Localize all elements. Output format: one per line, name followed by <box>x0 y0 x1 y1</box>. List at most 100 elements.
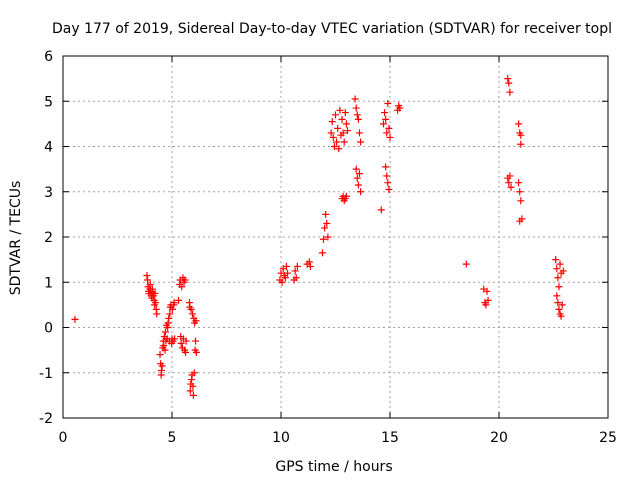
data-point-marker <box>516 217 524 225</box>
data-point-marker <box>339 129 347 137</box>
data-point-marker <box>158 362 166 370</box>
data-point-marker <box>181 276 189 284</box>
data-point-marker <box>323 219 331 227</box>
data-point-marker <box>351 95 359 103</box>
data-point-marker <box>556 260 564 268</box>
data-point-marker <box>385 124 393 132</box>
data-point-marker <box>506 172 514 180</box>
data-point-marker <box>555 305 563 313</box>
data-point-marker <box>386 133 394 141</box>
data-point-marker <box>484 296 492 304</box>
data-point-marker <box>507 183 515 191</box>
data-point-marker <box>333 138 341 146</box>
data-point-marker <box>281 274 289 282</box>
data-point-marker <box>483 287 491 295</box>
data-point-marker <box>342 120 350 128</box>
y-tick-label: 3 <box>44 185 53 201</box>
data-point-marker <box>158 366 166 374</box>
data-point-marker <box>144 276 152 284</box>
data-point-marker <box>171 335 179 343</box>
data-point-marker <box>554 274 562 282</box>
chart-title: Day 177 of 2019, Sidereal Day-to-day VTE… <box>52 21 612 37</box>
data-point-marker <box>292 274 300 282</box>
data-point-marker <box>322 210 330 218</box>
data-point-marker <box>330 143 338 150</box>
data-point-marker <box>352 165 360 173</box>
data-point-marker <box>188 310 196 318</box>
data-point-marker <box>384 100 392 108</box>
data-point-marker <box>284 269 292 277</box>
x-tick-label: 10 <box>272 430 290 446</box>
data-point-marker <box>143 271 151 279</box>
data-point-marker <box>553 292 561 300</box>
data-point-marker <box>165 314 173 322</box>
data-point-marker <box>146 281 154 289</box>
data-point-marker <box>385 185 393 193</box>
data-point-marker <box>515 179 523 187</box>
data-point-marker <box>177 339 185 347</box>
data-point-marker <box>178 283 186 291</box>
data-point-marker <box>189 391 197 399</box>
data-point-marker <box>555 283 563 291</box>
data-point-marker <box>357 188 365 196</box>
data-point-marker <box>332 111 339 119</box>
data-point-marker <box>354 181 362 189</box>
data-point-marker <box>187 305 195 313</box>
data-point-marker <box>553 265 561 273</box>
data-point-marker <box>168 305 176 313</box>
data-point-marker <box>517 131 525 139</box>
data-point-marker <box>504 75 512 83</box>
data-point-marker <box>355 129 363 137</box>
data-point-marker <box>517 197 525 205</box>
y-tick-label: 0 <box>44 321 53 337</box>
y-axis-label: SDTVAR / TECUs <box>8 181 24 296</box>
data-point-marker <box>515 120 523 128</box>
grid-lines <box>63 56 608 418</box>
data-point-marker <box>382 115 390 123</box>
data-point-marker <box>161 328 169 336</box>
data-point-marker <box>341 109 349 117</box>
x-tick-label: 5 <box>168 430 177 446</box>
data-point-marker <box>282 262 290 270</box>
data-point-marker <box>354 115 362 123</box>
data-point-marker <box>170 299 178 307</box>
data-point-marker <box>379 120 387 128</box>
y-tick-label: 6 <box>44 49 53 65</box>
data-point-marker <box>517 140 525 148</box>
x-axis-label: GPS time / hours <box>275 459 392 475</box>
data-point-marker <box>558 301 566 309</box>
data-point-marker <box>334 124 342 132</box>
data-point-marker <box>552 256 560 264</box>
x-tick-label: 0 <box>59 430 68 446</box>
data-point-marker <box>353 174 361 182</box>
data-point-marker <box>306 262 314 270</box>
data-point-marker <box>554 299 562 307</box>
data-point-marker <box>293 262 301 270</box>
data-point-marker <box>506 88 514 96</box>
data-point-marker <box>175 296 183 304</box>
data-point-marker <box>377 206 385 214</box>
data-point-marker <box>192 337 200 345</box>
data-point-marker <box>557 312 565 320</box>
data-point-marker <box>186 387 194 395</box>
data-point-marker <box>160 342 168 350</box>
data-point-marker <box>190 369 198 377</box>
data-point-marker <box>164 319 172 327</box>
axis-ticks: 0 5 10 15 20 25 -2 -1 0 1 2 3 4 5 6 <box>39 49 617 446</box>
data-point-marker <box>381 109 389 117</box>
data-point-marker <box>324 233 332 241</box>
y-tick-label: 5 <box>44 94 53 110</box>
data-point-marker <box>321 224 329 232</box>
data-point-marker <box>192 348 200 356</box>
data-point-marker <box>384 179 392 187</box>
data-point-marker <box>182 337 190 345</box>
data-point-marker <box>189 382 197 390</box>
data-point-marker <box>291 267 299 275</box>
data-point-marker <box>318 249 326 257</box>
data-point-marker <box>355 170 363 178</box>
data-point-marker <box>383 172 391 180</box>
data-point-marker <box>329 133 337 141</box>
data-point-marker <box>305 258 313 266</box>
x-tick-label: 25 <box>599 430 617 446</box>
